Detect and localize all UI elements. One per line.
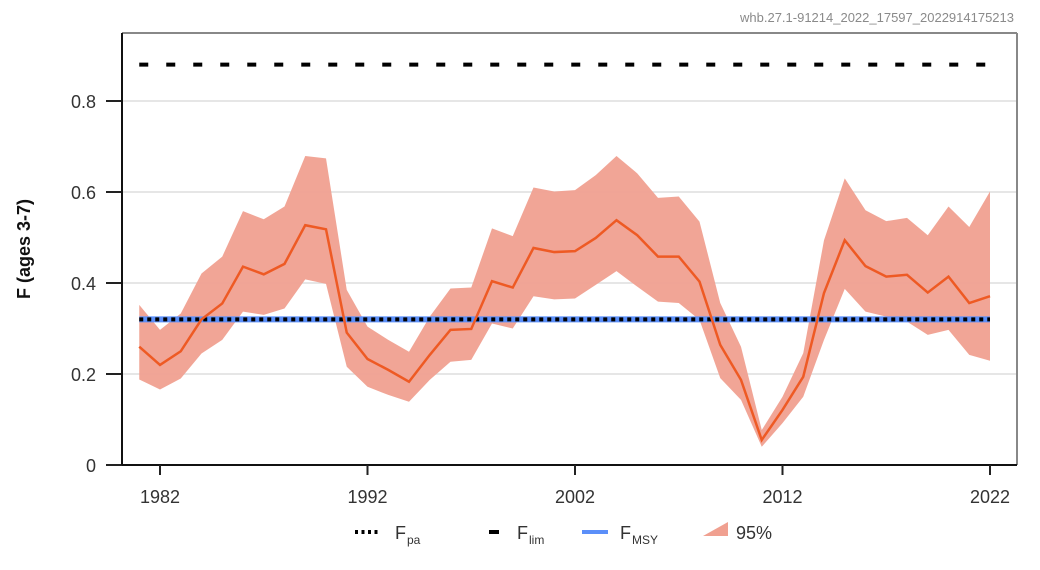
legend-label: F bbox=[620, 523, 631, 543]
legend-subscript: lim bbox=[529, 533, 544, 547]
x-tick-label: 2012 bbox=[762, 487, 802, 507]
legend-subscript: MSY bbox=[632, 533, 658, 547]
confidence-band-95 bbox=[139, 156, 990, 447]
y-axis-label: F (ages 3-7) bbox=[14, 199, 34, 299]
watermark: whb.27.1-91214_2022_17597_2022914175213 bbox=[740, 10, 1014, 25]
y-tick-label: 0.4 bbox=[71, 274, 96, 294]
legend-item: 95% bbox=[703, 522, 772, 543]
x-tick-label: 1982 bbox=[140, 487, 180, 507]
f-series-line bbox=[138, 218, 991, 443]
legend-item: F MSY bbox=[582, 523, 658, 547]
band-legend-icon bbox=[703, 522, 728, 536]
y-tick-label: 0.8 bbox=[71, 92, 96, 112]
x-tick-label: 1992 bbox=[347, 487, 387, 507]
x-tick-label: 2002 bbox=[555, 487, 595, 507]
legend-label: F bbox=[395, 523, 406, 543]
y-tick-label: 0.6 bbox=[71, 183, 96, 203]
x-tick-label: 2022 bbox=[970, 487, 1010, 507]
legend-label: F bbox=[517, 523, 528, 543]
legend-label: 95% bbox=[736, 523, 772, 543]
y-tick-label: 0.2 bbox=[71, 365, 96, 385]
legend-subscript: pa bbox=[407, 533, 421, 547]
y-tick-label: 0 bbox=[86, 456, 96, 476]
